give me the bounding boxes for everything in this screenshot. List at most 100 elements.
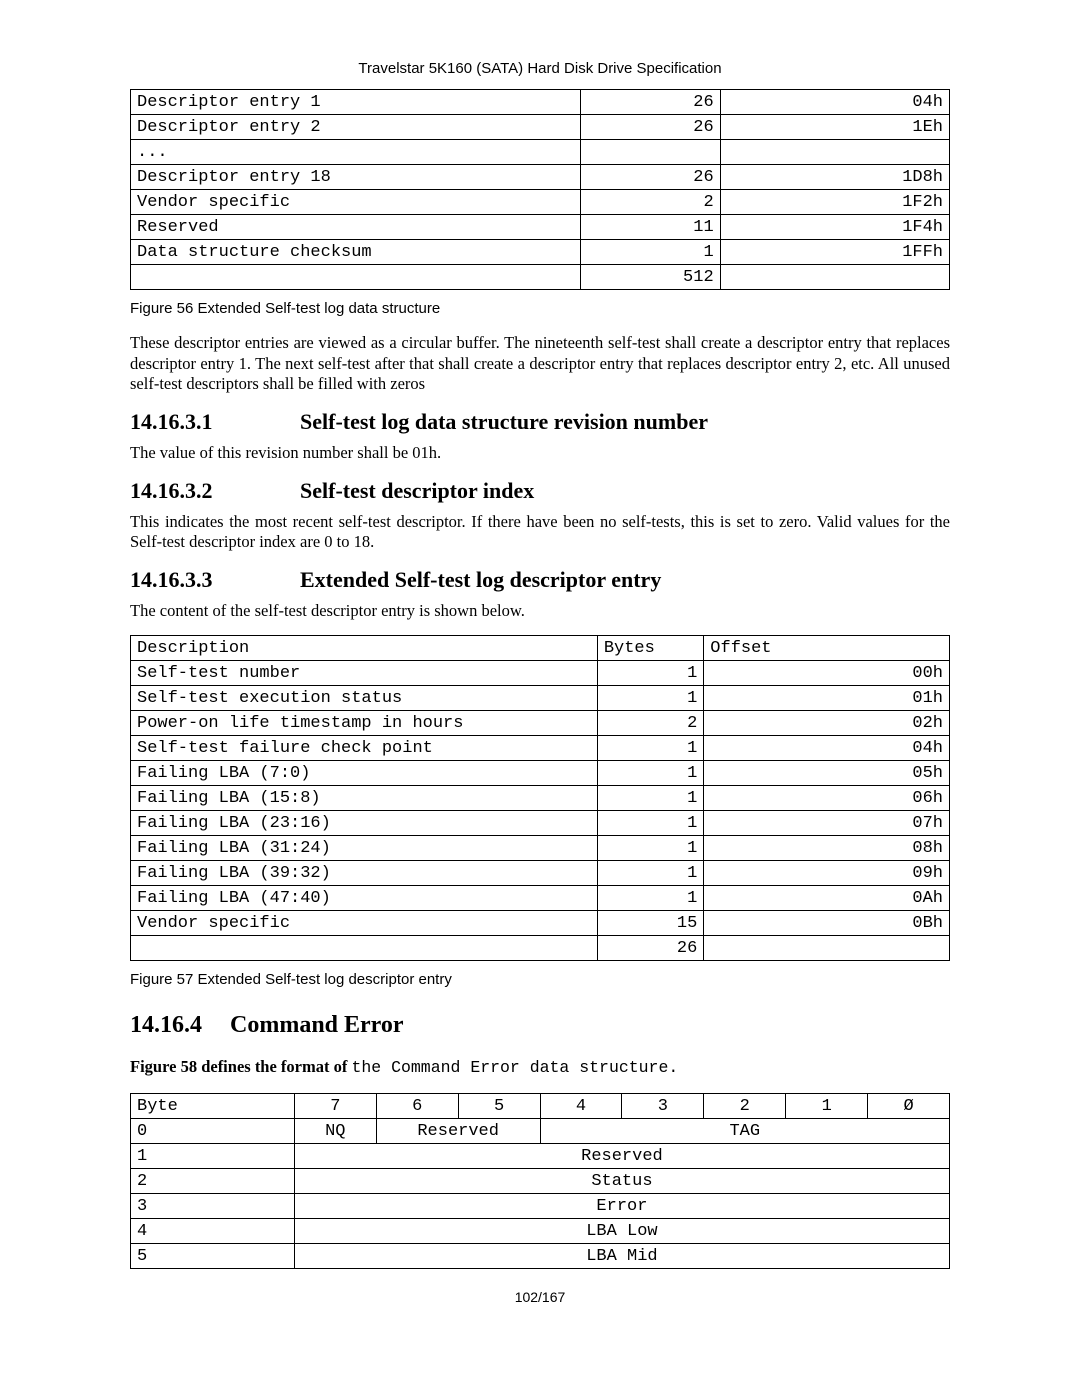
- figure56-caption: Figure 56 Extended Self-test log data st…: [130, 300, 950, 317]
- cell-description: Power-on life timestamp in hours: [131, 711, 598, 736]
- bit-row: 1Reserved: [131, 1144, 950, 1169]
- heading-number: 14.16.3.3: [130, 567, 300, 593]
- bit-header: 1: [786, 1094, 868, 1119]
- header-cell: Description: [131, 636, 598, 661]
- cell-description: Self-test execution status: [131, 686, 598, 711]
- bit-field: LBA Mid: [294, 1244, 949, 1269]
- table-row: Vendor specific21F2h: [131, 190, 950, 215]
- cell-description: Reserved: [131, 215, 581, 240]
- byte-number: 1: [131, 1144, 295, 1169]
- cell-description: Failing LBA (23:16): [131, 811, 598, 836]
- paragraph-descriptor-content: The content of the self-test descriptor …: [130, 601, 950, 622]
- cell-bytes: 11: [581, 215, 720, 240]
- table-descriptor-entry: DescriptionBytesOffsetSelf-test number10…: [130, 635, 950, 961]
- bit-header: 5: [458, 1094, 540, 1119]
- cell-offset: 00h: [704, 661, 950, 686]
- cell-bytes: 1: [597, 811, 703, 836]
- heading-14-16-4: 14.16.4Command Error: [130, 1012, 950, 1039]
- byte-number: 0: [131, 1119, 295, 1144]
- bit-row: 0NQReservedTAG: [131, 1119, 950, 1144]
- cell-description: Failing LBA (15:8): [131, 786, 598, 811]
- cell-offset: 06h: [704, 786, 950, 811]
- cell-bytes: 26: [581, 115, 720, 140]
- cell-description: Descriptor entry 1: [131, 90, 581, 115]
- byte-number: 4: [131, 1219, 295, 1244]
- bit-header: 3: [622, 1094, 704, 1119]
- bit-field-reserved: Reserved: [376, 1119, 540, 1144]
- heading-14-16-3-3: 14.16.3.3Extended Self-test log descript…: [130, 567, 950, 593]
- cell-bytes: 1: [597, 686, 703, 711]
- cell-offset: 04h: [720, 90, 949, 115]
- bit-header: 7: [294, 1094, 376, 1119]
- bit-row: 3Error: [131, 1194, 950, 1219]
- cell-bytes: 1: [597, 661, 703, 686]
- bit-field: LBA Low: [294, 1219, 949, 1244]
- heading-number: 14.16.3.2: [130, 478, 300, 504]
- page-footer: 102/167: [130, 1289, 950, 1305]
- table-row: 26: [131, 936, 950, 961]
- cell-description: Vendor specific: [131, 911, 598, 936]
- table-row: Vendor specific150Bh: [131, 911, 950, 936]
- table-row: Data structure checksum11FFh: [131, 240, 950, 265]
- byte-number: 3: [131, 1194, 295, 1219]
- paragraph-revision: The value of this revision number shall …: [130, 443, 950, 464]
- table-command-error: Byte7654321Ø0NQReservedTAG1Reserved2Stat…: [130, 1093, 950, 1269]
- cell-offset: [704, 936, 950, 961]
- bit-field-nq: NQ: [294, 1119, 376, 1144]
- cell-bytes: 2: [581, 190, 720, 215]
- bit-row: 4LBA Low: [131, 1219, 950, 1244]
- byte-number: 2: [131, 1169, 295, 1194]
- bit-header: 4: [540, 1094, 622, 1119]
- cell-description: Failing LBA (39:32): [131, 861, 598, 886]
- table-row: Failing LBA (39:32)109h: [131, 861, 950, 886]
- cell-offset: 1D8h: [720, 165, 949, 190]
- cell-description: Vendor specific: [131, 190, 581, 215]
- cell-bytes: 1: [597, 861, 703, 886]
- bit-header: 2: [704, 1094, 786, 1119]
- header-cell: Offset: [704, 636, 950, 661]
- byte-label: Byte: [131, 1094, 295, 1119]
- cell-bytes: 1: [597, 786, 703, 811]
- cell-offset: 1FFh: [720, 240, 949, 265]
- cell-offset: 01h: [704, 686, 950, 711]
- cell-offset: 0Bh: [704, 911, 950, 936]
- heading-title: Command Error: [230, 1012, 404, 1038]
- cell-description: Self-test number: [131, 661, 598, 686]
- table-row: Self-test failure check point104h: [131, 736, 950, 761]
- table-row: Descriptor entry 18261D8h: [131, 165, 950, 190]
- heading-14-16-3-1: 14.16.3.1Self-test log data structure re…: [130, 409, 950, 435]
- cell-description: Failing LBA (7:0): [131, 761, 598, 786]
- bit-header: 6: [376, 1094, 458, 1119]
- table-row: Self-test execution status101h: [131, 686, 950, 711]
- cell-description: Self-test failure check point: [131, 736, 598, 761]
- cell-bytes: 1: [581, 240, 720, 265]
- cell-description: Descriptor entry 18: [131, 165, 581, 190]
- cell-offset: 07h: [704, 811, 950, 836]
- cell-offset: 05h: [704, 761, 950, 786]
- heading-title: Extended Self-test log descriptor entry: [300, 567, 661, 592]
- bit-field: Error: [294, 1194, 949, 1219]
- cell-offset: 09h: [704, 861, 950, 886]
- cell-bytes: 15: [597, 911, 703, 936]
- cell-offset: 08h: [704, 836, 950, 861]
- cell-offset: 1Eh: [720, 115, 949, 140]
- table-row: Failing LBA (47:40)10Ah: [131, 886, 950, 911]
- table-header-row: DescriptionBytesOffset: [131, 636, 950, 661]
- heading-number: 14.16.3.1: [130, 409, 300, 435]
- heading-number: 14.16.4: [130, 1012, 230, 1039]
- cell-offset: 02h: [704, 711, 950, 736]
- cell-offset: 04h: [704, 736, 950, 761]
- cell-bytes: [581, 140, 720, 165]
- cell-offset: 1F2h: [720, 190, 949, 215]
- table-row: Failing LBA (31:24)108h: [131, 836, 950, 861]
- page: Travelstar 5K160 (SATA) Hard Disk Drive …: [0, 0, 1080, 1345]
- cell-offset: [720, 140, 949, 165]
- cell-bytes: 26: [597, 936, 703, 961]
- cell-bytes: 26: [581, 165, 720, 190]
- bit-row: 5LBA Mid: [131, 1244, 950, 1269]
- table-row: Failing LBA (23:16)107h: [131, 811, 950, 836]
- heading-14-16-3-2: 14.16.3.2Self-test descriptor index: [130, 478, 950, 504]
- cell-bytes: 1: [597, 761, 703, 786]
- bit-field: Reserved: [294, 1144, 949, 1169]
- cell-description: [131, 265, 581, 290]
